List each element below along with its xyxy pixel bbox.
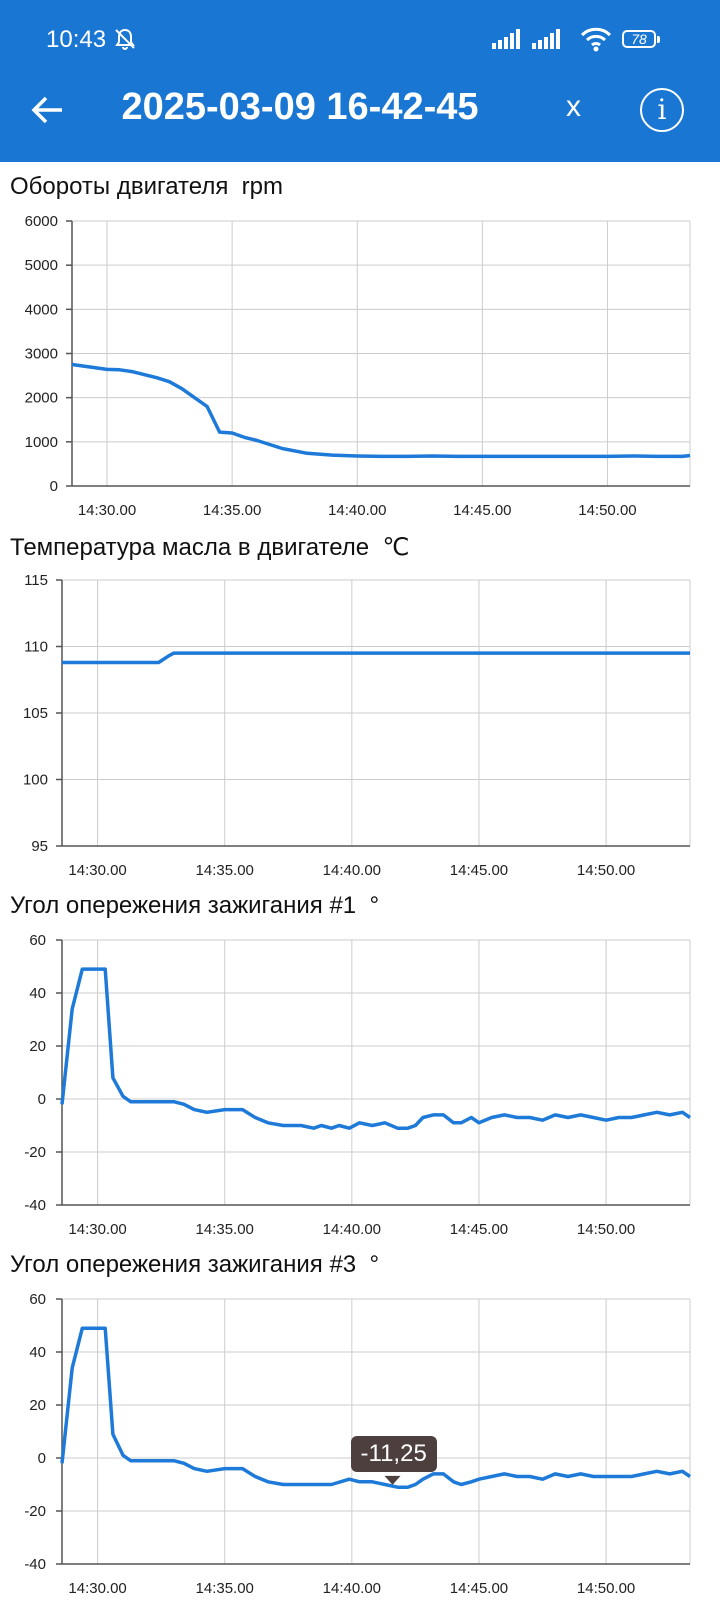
y-tick-label: 115 bbox=[24, 572, 48, 589]
value-tooltip: -11,25 bbox=[350, 1435, 437, 1472]
x-tick-label: 14:50.00 bbox=[577, 1580, 635, 1597]
close-button[interactable]: x bbox=[566, 90, 581, 123]
y-tick-label: 6000 bbox=[25, 213, 58, 230]
y-tick-label: 40 bbox=[29, 1344, 46, 1361]
y-tick-label: 60 bbox=[29, 932, 46, 949]
x-tick-label: 14:45.00 bbox=[450, 862, 508, 879]
y-tick-label: 20 bbox=[29, 1397, 46, 1414]
status-bar: 10:43 78 bbox=[0, 22, 720, 56]
series-line bbox=[60, 1326, 691, 1489]
series-line bbox=[71, 362, 691, 459]
x-tick-label: 14:30.00 bbox=[68, 1221, 126, 1238]
bell-muted-icon bbox=[115, 28, 135, 50]
x-tick-label: 14:45.00 bbox=[450, 1580, 508, 1597]
x-tick-label: 14:50.00 bbox=[577, 862, 635, 879]
y-tick-label: 0 bbox=[38, 1450, 46, 1467]
x-tick-label: 14:40.00 bbox=[323, 1580, 381, 1597]
x-tick-label: 14:30.00 bbox=[68, 862, 126, 879]
y-tick-label: 0 bbox=[50, 478, 58, 495]
info-button[interactable]: i bbox=[640, 88, 684, 132]
chart-title-ignition-1: Угол опережения зажигания #1 ° bbox=[10, 892, 380, 919]
series-line bbox=[62, 651, 690, 665]
x-tick-label: 14:40.00 bbox=[323, 1221, 381, 1238]
battery-icon: 78 bbox=[622, 30, 656, 48]
y-tick-label: -40 bbox=[24, 1197, 46, 1214]
battery-level: 78 bbox=[631, 31, 647, 47]
y-tick-label: 40 bbox=[29, 985, 46, 1002]
series-line bbox=[60, 967, 691, 1130]
signal-icon bbox=[492, 29, 520, 49]
x-tick-label: 14:30.00 bbox=[68, 1580, 126, 1597]
x-tick-label: 14:45.00 bbox=[453, 502, 511, 519]
y-tick-label: 105 bbox=[23, 705, 48, 722]
y-tick-label: 110 bbox=[24, 639, 48, 656]
wifi-icon bbox=[580, 27, 612, 52]
x-tick-label: 14:35.00 bbox=[203, 502, 261, 519]
x-tick-label: 14:30.00 bbox=[78, 502, 136, 519]
y-tick-label: 3000 bbox=[25, 346, 58, 363]
status-time: 10:43 bbox=[46, 26, 107, 53]
y-tick-label: 0 bbox=[38, 1091, 46, 1108]
x-tick-label: 14:35.00 bbox=[196, 1221, 254, 1238]
y-tick-label: 2000 bbox=[25, 390, 58, 407]
y-tick-label: 4000 bbox=[25, 301, 58, 318]
x-tick-label: 14:40.00 bbox=[323, 862, 381, 879]
y-tick-label: 1000 bbox=[25, 434, 58, 451]
y-tick-label: -20 bbox=[24, 1144, 46, 1161]
y-tick-label: 95 bbox=[31, 838, 48, 855]
x-tick-label: 14:50.00 bbox=[578, 502, 636, 519]
page-title: 2025-03-09 16-42-45 bbox=[121, 86, 479, 128]
app-bar: 10:43 78 2025-03-09 16-42-45 x i bbox=[0, 0, 720, 162]
battery-nub bbox=[657, 36, 660, 43]
x-tick-label: 14:40.00 bbox=[328, 502, 386, 519]
x-tick-label: 14:35.00 bbox=[196, 862, 254, 879]
x-tick-label: 14:35.00 bbox=[196, 1580, 254, 1597]
y-tick-label: 100 bbox=[23, 772, 48, 789]
tooltip-pointer bbox=[384, 1475, 401, 1485]
chart-title-rpm: Обороты двигателя rpm bbox=[10, 173, 283, 200]
x-tick-label: 14:50.00 bbox=[577, 1221, 635, 1238]
chart-title-ignition-3: Угол опережения зажигания #3 ° bbox=[10, 1251, 380, 1278]
chart-title-oil-temp: Температура масла в двигателе ℃ bbox=[10, 534, 410, 561]
y-tick-label: 5000 bbox=[25, 257, 58, 274]
x-tick-label: 14:45.00 bbox=[450, 1221, 508, 1238]
back-arrow-icon[interactable] bbox=[30, 92, 66, 128]
y-tick-label: -20 bbox=[24, 1503, 46, 1520]
y-tick-label: 20 bbox=[29, 1038, 46, 1055]
y-tick-label: 60 bbox=[29, 1291, 46, 1308]
signal-icon-2 bbox=[532, 29, 560, 49]
y-tick-label: -40 bbox=[24, 1556, 46, 1573]
